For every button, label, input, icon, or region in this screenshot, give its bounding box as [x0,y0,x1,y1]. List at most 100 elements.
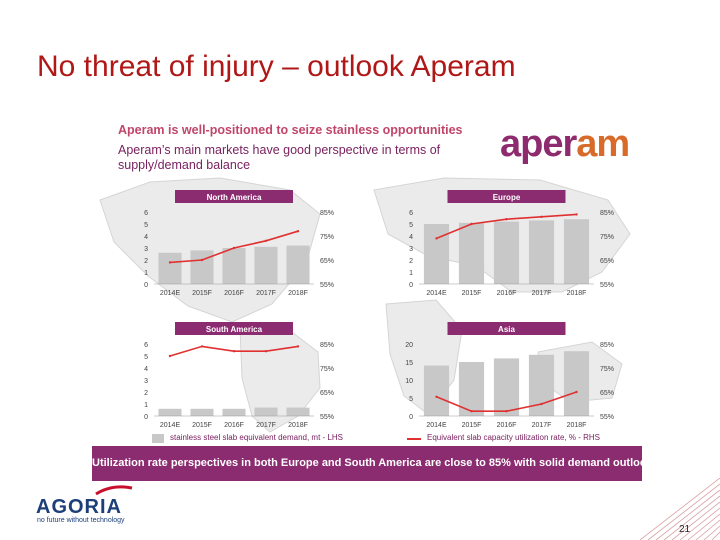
line-point [540,402,543,406]
line-point [296,345,300,348]
y-tick-label: 4 [144,366,148,373]
x-tick-label: 2014E [160,422,181,429]
y2-tick-label: 65% [320,390,334,397]
chart-title: North America [207,193,262,202]
chart-asia: Asia 0 5 10 15 20 85% 75% 65% 55% 2014E 2015F 2016F 2… [405,322,614,429]
y-tick-label: 1 [144,402,148,409]
chart-europe: Europe 0 1 2 3 4 5 6 85% 75% 65% 55% 2014E 2015F 2016F… [409,190,614,297]
bar [286,407,310,416]
bar [286,245,310,284]
y2-tick-label: 85% [600,342,614,349]
x-tick-label: 2018F [288,290,308,297]
y-tick-label: 20 [405,342,413,349]
x-tick-label: 2018F [567,422,587,429]
x-tick-label: 2015F [462,290,482,297]
summary-banner: Utilization rate perspectives in both Eu… [92,446,653,481]
corner-decoration [640,478,720,540]
y2-tick-label: 55% [600,414,614,421]
y-tick-label: 5 [409,396,413,403]
y2-tick-label: 85% [600,210,614,217]
bar [423,365,450,416]
line-point [168,261,172,264]
x-tick-label: 2016F [224,290,244,297]
y2-tick-label: 75% [320,366,334,373]
chart-header-box [175,190,293,203]
line-point [264,239,268,242]
x-tick-label: 2014E [160,290,181,297]
line-point [540,215,543,218]
line-point [470,410,473,413]
legend-line-label: Equivalent slab capacity utilization rat… [427,433,600,442]
chart-header-box [175,322,293,335]
x-tick-label: 2016F [497,422,517,429]
agoria-swoosh-icon [95,485,133,496]
line-point [575,390,578,394]
x-tick-label: 2016F [497,290,517,297]
y-tick-label: 0 [409,414,413,421]
bar [158,408,182,416]
chart-title: South America [206,325,263,334]
y2-tick-label: 65% [320,258,334,265]
y2-tick-label: 65% [600,258,614,265]
y2-tick-label: 75% [600,366,614,373]
agoria-logo: AGORIA no future without technology [36,482,156,526]
y-tick-label: 15 [405,360,413,367]
line-point [435,395,438,398]
bar [222,408,246,416]
aperam-logo-text-1: aper [500,123,577,165]
chart-legend: stainless steel slab equivalent demand, … [152,432,632,446]
bar [254,246,278,284]
y-tick-label: 6 [144,342,148,349]
x-tick-label: 2018F [567,290,587,297]
agoria-tagline: no future without technology [37,517,125,524]
bar [493,221,520,284]
x-tick-label: 2017F [532,290,552,297]
x-tick-label: 2014E [426,290,447,297]
y-tick-label: 3 [144,378,148,385]
legend-line-swatch [407,438,421,440]
y-tick-label: 5 [409,222,413,229]
y2-tick-label: 85% [320,210,334,217]
y-tick-label: 1 [144,270,148,277]
y-tick-label: 3 [144,246,148,253]
line-point [435,237,438,240]
y2-tick-label: 65% [600,390,614,397]
chart-title: Europe [493,193,521,202]
y-tick-label: 5 [144,222,148,229]
x-tick-label: 2014E [426,422,447,429]
line-point [296,230,300,233]
line-point [232,246,236,250]
y2-tick-label: 85% [320,342,334,349]
y-tick-label: 2 [144,258,148,265]
bar [563,351,590,416]
panel-subheadline: Aperam’s main markets have good perspect… [118,143,441,172]
line-point [232,350,236,353]
bar [222,248,246,284]
line-point [470,222,473,226]
y2-tick-label: 55% [320,414,334,421]
legend-bar-label: stainless steel slab equivalent demand, … [170,433,343,442]
x-tick-label: 2015F [192,290,212,297]
y2-tick-label: 55% [320,282,334,289]
line-point [200,345,204,348]
bar [528,354,555,416]
aperam-panel: Aperam is well-positioned to seize stain… [92,116,653,482]
line-point [200,258,204,262]
bar [190,250,214,284]
y-tick-label: 3 [409,246,413,253]
chart-title: Asia [498,325,515,334]
chart-north-america: North America 0 1 2 3 4 5 6 85% 75% 65% 55% 2014E 201… [144,190,334,297]
x-tick-label: 2017F [256,290,276,297]
y2-tick-label: 55% [600,282,614,289]
line-point [168,354,172,358]
line-point [575,213,578,216]
y-tick-label: 4 [144,234,148,241]
x-tick-label: 2016F [224,422,244,429]
y-tick-label: 0 [144,414,148,421]
agoria-wordmark: AGORIA [36,496,122,518]
bar [190,408,214,416]
x-tick-label: 2017F [256,422,276,429]
y2-tick-label: 75% [600,234,614,241]
bar [423,224,450,284]
bar [493,358,520,416]
